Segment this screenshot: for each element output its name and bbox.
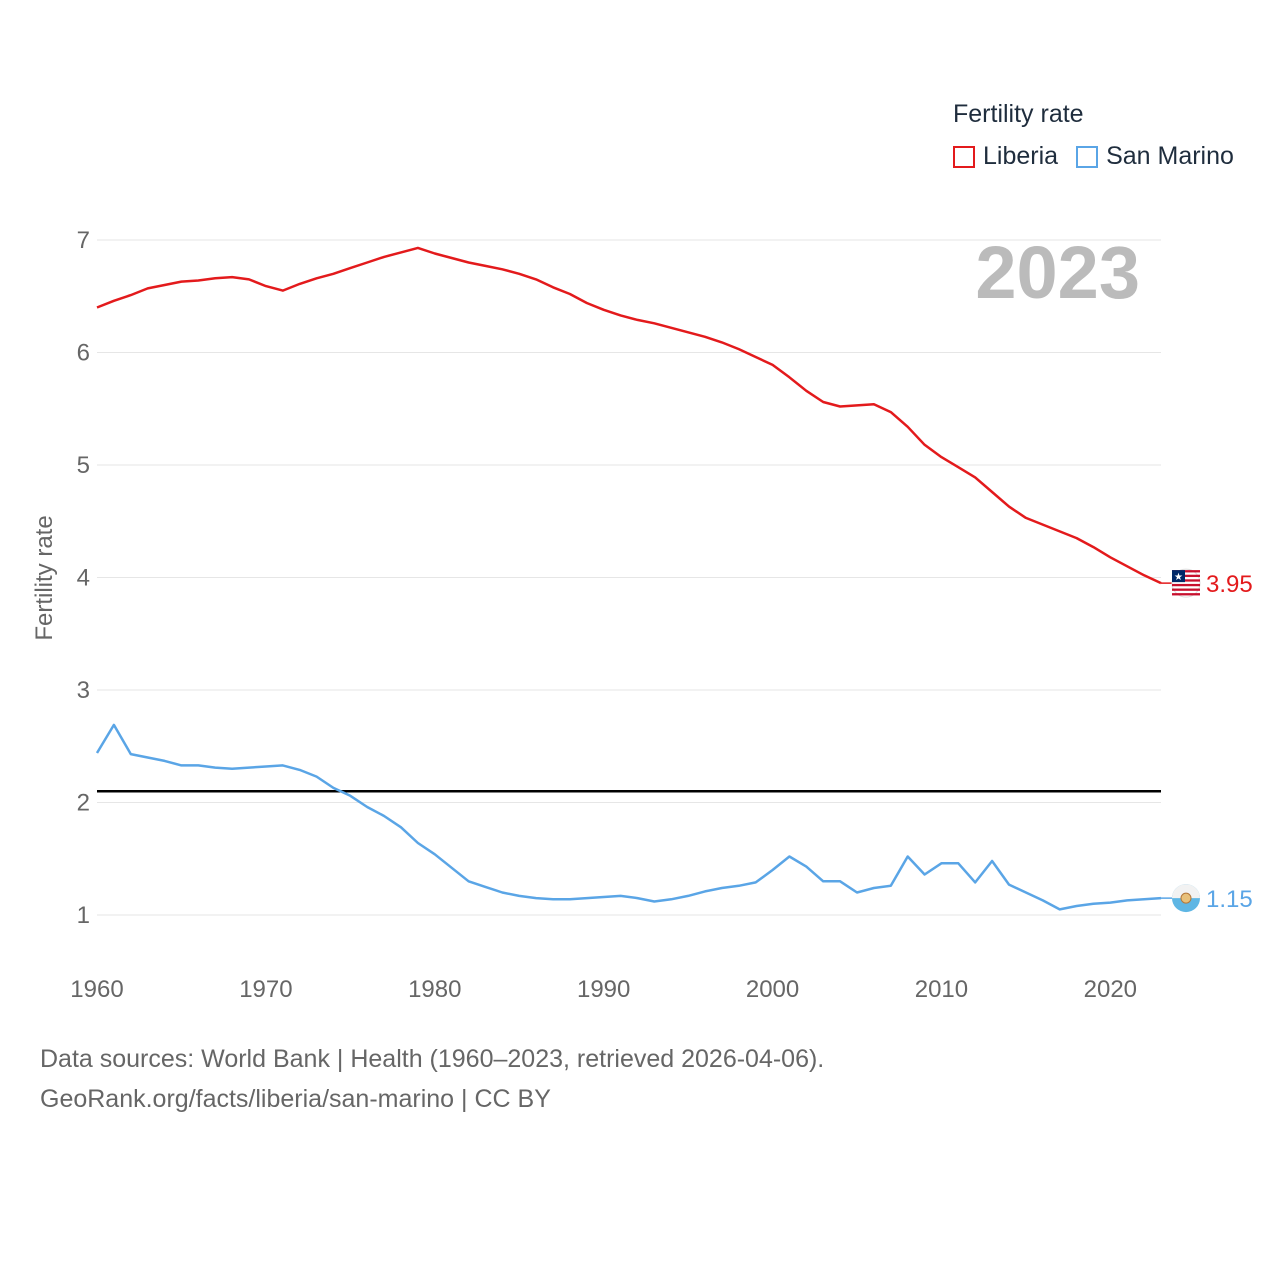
year-watermark: 2023 <box>975 231 1140 314</box>
legend-swatch-san-marino <box>1076 145 1099 168</box>
footer-source: Data sources: World Bank | Health (1960–… <box>40 1045 825 1073</box>
gridlines <box>97 239 1161 916</box>
series-line-san-marino <box>95 723 1162 911</box>
y-tick-label: 2 <box>77 790 90 817</box>
legend-label-san-marino: San Marino <box>1106 142 1234 170</box>
flag-stripe <box>1172 593 1200 596</box>
liberia-flag-icon: ★ <box>1171 568 1201 598</box>
series-end-markers: ★ 3.95 1.15 <box>1161 568 1253 913</box>
legend: Liberia San Marino <box>953 142 1252 171</box>
end-value-label: 1.15 <box>1206 886 1253 913</box>
flag-stripe <box>1172 588 1200 591</box>
y-tick-label: 4 <box>77 565 90 592</box>
end-value-label: 3.95 <box>1206 571 1253 598</box>
flag-canton <box>1172 570 1185 583</box>
flag-stripe <box>1172 574 1200 578</box>
san-marino-flag-icon <box>1172 884 1200 913</box>
legend-label-liberia: Liberia <box>983 142 1059 170</box>
legend-title: Fertility rate <box>953 100 1084 128</box>
y-tick-label: 5 <box>77 452 90 479</box>
x-tick-label: 1970 <box>239 976 292 1003</box>
flag-top-half <box>1172 884 1200 899</box>
x-axis-ticks: 1960 1970 1980 1990 2000 2010 2020 <box>70 976 1137 1003</box>
legend-item-liberia[interactable]: Liberia <box>953 142 1058 171</box>
y-tick-label: 3 <box>77 677 90 704</box>
footer-link[interactable]: GeoRank.org/facts/liberia/san-marino | C… <box>40 1085 551 1113</box>
series-line-liberia <box>96 246 1162 585</box>
flag-stripe <box>1172 570 1200 573</box>
flag-star: ★ <box>1174 572 1183 583</box>
x-tick-label: 1990 <box>577 976 630 1003</box>
y-tick-label: 1 <box>77 902 90 929</box>
x-tick-label: 1960 <box>70 976 123 1003</box>
y-axis-label: Fertility rate <box>31 515 58 640</box>
x-tick-label: 2000 <box>746 976 799 1003</box>
y-axis-ticks: 1 2 3 4 5 6 7 <box>77 227 90 929</box>
x-tick-label: 1980 <box>408 976 461 1003</box>
x-tick-label: 2020 <box>1084 976 1137 1003</box>
series-lines <box>95 246 1162 911</box>
flag-emblem <box>1180 892 1192 904</box>
x-tick-label: 2010 <box>915 976 968 1003</box>
flag-stripe <box>1172 579 1200 582</box>
y-tick-label: 7 <box>77 227 90 254</box>
legend-swatch-liberia <box>953 145 975 168</box>
legend-item-san-marino[interactable]: San Marino <box>1076 142 1234 171</box>
y-tick-label: 6 <box>77 340 90 367</box>
flag-stripe <box>1172 583 1200 587</box>
